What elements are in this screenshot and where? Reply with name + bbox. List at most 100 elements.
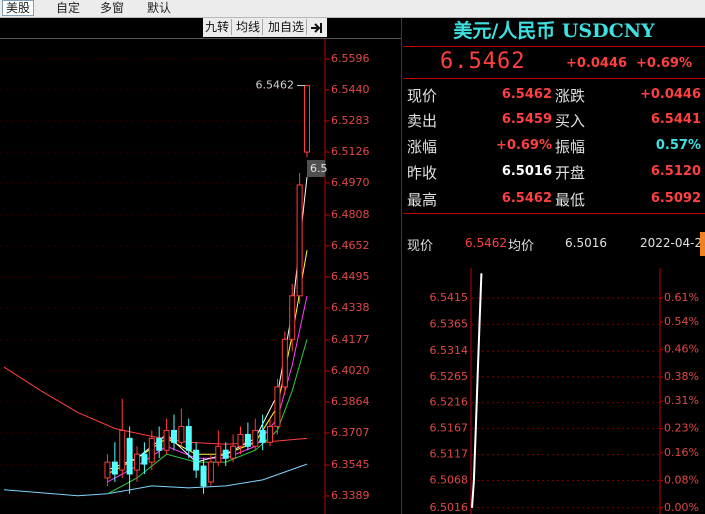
candle-body <box>156 437 163 451</box>
y-tick-label: 6.4020 <box>331 364 370 377</box>
y-tick-label: 6.5068 <box>430 473 469 486</box>
quote-label: 昨收 <box>407 164 438 182</box>
candle-body <box>222 449 229 459</box>
tab[interactable]: 美股 <box>2 0 35 16</box>
y2-tick-label: 0.46% <box>664 343 699 356</box>
toolbar-button[interactable]: 均线 <box>234 19 264 35</box>
y-tick-label: 6.5265 <box>430 370 469 383</box>
divider <box>401 18 402 514</box>
y2-tick-label: 0.16% <box>664 446 699 459</box>
last-price: 6.5462 <box>440 49 526 74</box>
candle-body <box>134 453 141 471</box>
y-tick-label: 6.4652 <box>331 239 370 252</box>
candle-body <box>104 461 111 479</box>
y2-tick-label: 0.23% <box>664 422 699 435</box>
moving-average-line <box>107 250 308 475</box>
candle-body <box>304 85 310 153</box>
y-tick-label: 6.5117 <box>430 448 469 461</box>
tab[interactable]: 默认 <box>147 1 172 15</box>
y-tick-label: 6.4495 <box>331 270 370 283</box>
candle-body <box>215 445 222 463</box>
y-tick-label: 6.5365 <box>430 317 469 330</box>
header-date: 2022-04-26 <box>640 236 705 250</box>
y2-tick-label: 0.00% <box>664 501 699 514</box>
quote-value: +0.0446 <box>639 87 701 102</box>
y-tick-label: 6.4970 <box>331 176 370 189</box>
divider <box>403 213 705 214</box>
candle-body <box>281 338 288 388</box>
quote-value: 6.5441 <box>650 112 701 127</box>
candle-body <box>163 429 170 451</box>
price-change-pct: +0.69% <box>636 56 692 71</box>
candle-body <box>200 465 207 487</box>
y-tick-label: 6.4808 <box>331 208 370 221</box>
y2-tick-label: 0.61% <box>664 291 699 304</box>
price-annotation: 6.5462 <box>256 79 295 92</box>
cursor-box <box>307 160 325 177</box>
header-label: 现价 <box>407 239 434 254</box>
y-tick-label: 6.5596 <box>331 52 370 65</box>
candle-body <box>193 449 200 471</box>
divider <box>403 46 705 47</box>
y-tick-label: 6.5126 <box>331 145 370 158</box>
candle-body <box>185 425 192 451</box>
quote-value: 6.5462 <box>501 87 552 102</box>
quote-value: 6.5016 <box>501 164 552 179</box>
header-label: 均价 <box>508 239 535 254</box>
moving-average-line <box>3 463 308 497</box>
candle-body <box>230 445 237 459</box>
candle-body <box>267 425 274 443</box>
quote-label: 振幅 <box>555 138 586 156</box>
y-tick-label: 6.3707 <box>331 426 370 439</box>
candle-body <box>119 429 126 471</box>
y-tick-label: 6.3864 <box>331 395 370 408</box>
quote-label: 涨跌 <box>555 87 586 105</box>
quote-label: 卖出 <box>407 112 438 130</box>
y-tick-label: 6.5314 <box>430 344 469 357</box>
quote-value: 6.5092 <box>650 191 701 206</box>
y-tick-label: 6.4177 <box>331 333 370 346</box>
header-value: 6.5462 <box>465 236 507 250</box>
toolbar-button[interactable]: 加自选 <box>266 19 308 35</box>
candle-body <box>289 295 296 340</box>
cursor-label: 6.5 <box>310 162 328 175</box>
quote-label: 现价 <box>407 87 438 105</box>
candle-body <box>252 429 259 447</box>
tab[interactable]: 自定 <box>56 1 81 15</box>
candle-body <box>296 184 303 297</box>
candle-body <box>237 433 244 447</box>
candle-body <box>170 429 177 443</box>
y-tick-label: 6.5283 <box>331 114 370 127</box>
divider <box>0 38 401 39</box>
quote-value: +0.69% <box>496 138 552 153</box>
quote-label: 开盘 <box>555 164 586 182</box>
candle-body <box>141 453 148 465</box>
tab[interactable]: 多窗 <box>100 1 125 15</box>
price-change: +0.0446 <box>566 56 628 71</box>
quote-label: 最低 <box>555 191 586 209</box>
y-tick-label: 6.5016 <box>430 501 469 514</box>
candle-body <box>148 437 155 463</box>
candle-body <box>274 386 281 427</box>
quote-label: 涨幅 <box>407 138 438 156</box>
toolbar-button[interactable]: 九转 <box>203 19 233 35</box>
candle-body <box>126 437 133 475</box>
quote-value: 6.5459 <box>501 112 552 127</box>
scrollbar[interactable] <box>700 232 705 256</box>
candle-body <box>244 433 251 447</box>
quote-value: 0.57% <box>655 138 701 153</box>
price-line <box>471 273 483 508</box>
candle-body <box>259 429 266 443</box>
tab-bar: 美股 自定 多窗 默认 <box>0 0 705 18</box>
header-value: 6.5016 <box>565 236 607 250</box>
y-tick-label: 6.5440 <box>331 83 370 96</box>
chart-toolbar: 九转 均线 加自选 <box>203 18 327 37</box>
y-tick-label: 6.5415 <box>430 291 469 304</box>
quote-title: 美元/人民币 USDCNY <box>453 20 655 42</box>
quote-label: 买入 <box>555 112 586 130</box>
candle-body <box>111 461 118 475</box>
expand-icon[interactable] <box>309 20 325 36</box>
quote-value: 6.5462 <box>501 191 552 206</box>
